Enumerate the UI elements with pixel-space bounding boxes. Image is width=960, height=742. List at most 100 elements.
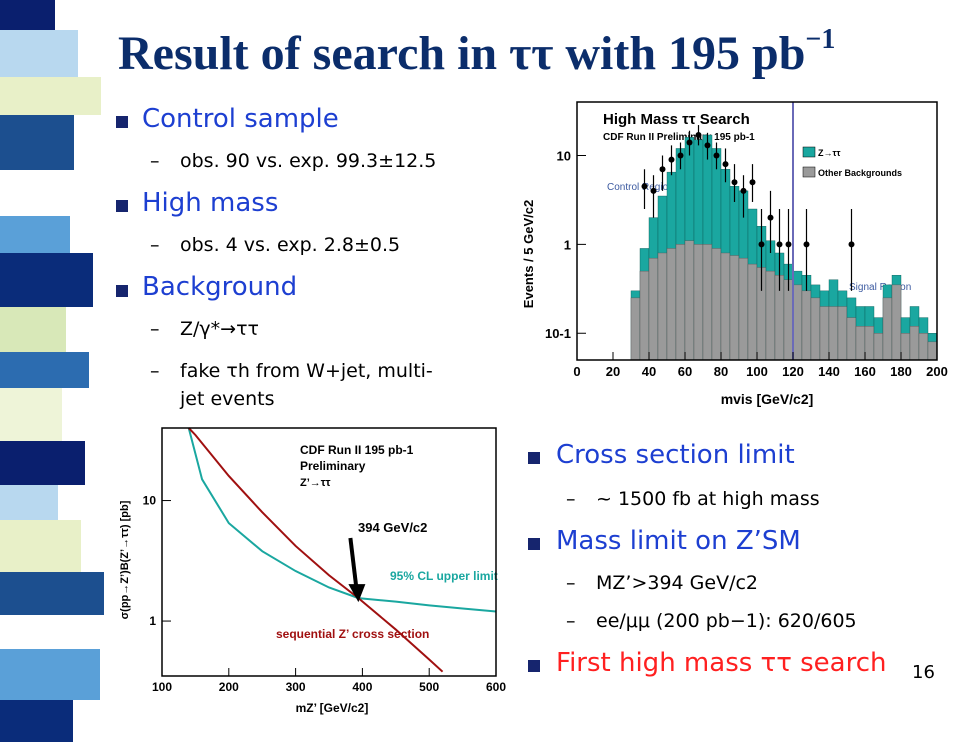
data-point [848,241,855,248]
data-point [668,156,675,163]
y-tick-label: 10 [143,494,157,508]
stripe-block [0,77,101,115]
chart2-subtitle-2: Z’→ττ [300,477,331,489]
chart2-frame [161,427,497,677]
background-bar [639,270,650,361]
data-point [803,241,810,248]
stripe-block [0,30,78,77]
background-bar [666,248,677,361]
upper-limit-curve [187,427,497,613]
background-bar [738,257,749,361]
data-point [767,214,774,221]
background-bar [828,306,839,361]
background-bar [873,333,884,361]
x-tick-label: 160 [854,364,876,379]
signal-region-label: Signal Region [849,282,911,293]
background-bar [927,341,938,361]
sub-bullet-text: ~ 1500 fb at high mass [596,488,820,510]
mass-limit-annotation: 394 GeV/c2 [358,520,427,535]
stripe-block [0,352,89,388]
background-bar [801,290,812,361]
x-tick-label: 600 [486,680,506,694]
background-bar [648,257,659,361]
sequential-zprime-label: sequential Z’ cross section [276,627,429,641]
x-tick-label: 200 [219,680,239,694]
data-point [659,166,666,173]
stripe-block [0,520,81,572]
sub-bullet-text: obs. 90 vs. exp. 99.3±12.5 [180,150,437,172]
chart1-ylabel: Events / 5 GeV/c2 [521,200,536,308]
stripe-block [0,307,66,352]
data-point [785,241,792,248]
background-bar [891,284,902,361]
stripe-block [0,441,85,485]
stripe-block [0,0,55,30]
data-point [758,241,765,248]
legend-swatch-ztautau [802,146,816,158]
background-bar [630,297,641,361]
stripe-block [0,216,70,253]
x-tick-label: 80 [714,364,728,379]
background-bar [765,270,776,361]
x-tick-label: 40 [642,364,656,379]
sub-bullet-text: MZ’>394 GeV/c2 [596,572,759,594]
stripe-block [0,485,58,520]
y-tick-label: 1 [564,237,571,252]
stripe-block [0,649,100,700]
background-bar [846,317,857,361]
bullet-background: Background [142,272,298,302]
sub-bullet-text: Z/γ*→ττ [180,318,259,340]
background-bar [711,248,722,361]
data-point [695,132,702,139]
sub-bullet-control-sample: – obs. 90 vs. exp. 99.3±12.5 [150,150,437,172]
mass-limit-arrowhead [348,584,366,603]
x-tick-label: 500 [419,680,439,694]
background-bar [747,263,758,361]
x-tick-label: 20 [606,364,620,379]
background-bar [729,255,740,361]
sub-bullet-high-mass: – obs. 4 vs. exp. 2.8±0.5 [150,234,401,256]
background-bar [693,244,704,361]
sequential-zprime-curve [187,427,444,673]
decorative-stripe [0,0,108,742]
background-bar [675,244,686,361]
background-bar [882,297,893,361]
title-exponent: −1 [805,24,836,55]
background-bar [918,333,929,361]
data-point [677,152,684,159]
data-point [776,241,783,248]
background-bar [720,252,731,361]
stripe-block [0,572,104,615]
cross-section-limit-chart: CDF Run II 195 pb-1 Preliminary Z’→ττ 39… [119,427,506,715]
background-bar [837,306,848,361]
data-point [749,179,756,186]
x-tick-label: 140 [818,364,840,379]
y-tick-label: 10-1 [545,326,571,341]
chart2-xlabel: mZ’ [GeV/c2] [296,701,369,715]
stripe-block [0,253,93,307]
legend-other-backgrounds: Other Backgrounds [818,168,902,178]
stripe-block [0,388,62,441]
chart1-xlabel: mvis [GeV/c2] [721,391,814,407]
sub-bullet-text: jet events [180,388,275,410]
x-tick-label: 100 [152,680,172,694]
data-point [713,152,720,159]
legend-ztautau: Z→ττ [818,148,841,158]
bullet-marker [528,538,540,550]
background-bar [900,333,911,361]
background-bar [855,326,866,361]
bullet-marker [116,285,128,297]
x-tick-label: 120 [782,364,804,379]
sub-bullet-text: ee/μμ (200 pb−1): 620/605 [596,610,857,632]
control-region-label: Control Region [607,182,674,193]
legend-swatch-other [802,166,816,178]
bullet-cross-section: Cross section limit [556,440,795,470]
data-point [641,183,648,190]
bullet-first-search: First high mass ττ search [556,648,887,678]
data-point [686,139,693,146]
data-point [731,179,738,186]
bullet-marker [116,116,128,128]
background-bar [657,252,668,361]
background-bar [810,297,821,361]
sub-bullet-ee-mumu: – ee/μμ (200 pb−1): 620/605 [566,610,857,632]
